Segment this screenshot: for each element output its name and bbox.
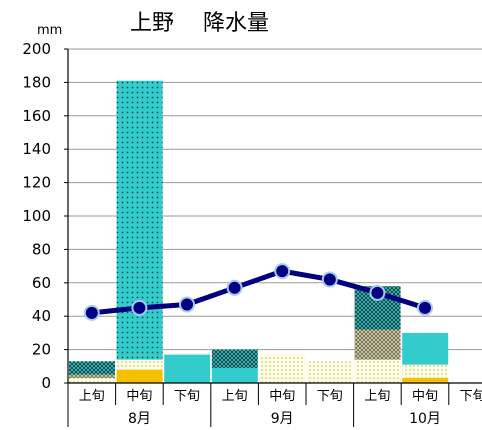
bar-segment [116, 359, 163, 370]
y-tick-label: 140 [22, 140, 51, 158]
month-label: 10月 [409, 411, 441, 427]
bar-segment [259, 354, 306, 383]
average-line-point [369, 284, 386, 301]
y-tick-label: 120 [22, 174, 51, 192]
bar-segment [164, 354, 211, 383]
month-label: 8月 [128, 411, 151, 427]
chart-title: 上野 降水量 [130, 11, 269, 36]
bar-segment [69, 361, 115, 375]
y-tick-label: 0 [41, 374, 51, 392]
month-label: 9月 [271, 411, 294, 427]
bar-segment [116, 80, 163, 360]
y-tick-label: 20 [32, 341, 51, 359]
bar-segment [354, 359, 401, 383]
axes [64, 48, 482, 384]
y-axis-unit: mm [37, 23, 62, 38]
y-tick-label: 180 [22, 73, 51, 91]
y-tick-label: 60 [32, 274, 51, 292]
y-tick-label: 160 [22, 107, 51, 125]
bar-segment [402, 332, 449, 365]
y-tick-label: 100 [22, 207, 51, 225]
average-line-point [179, 296, 195, 313]
average-line-point [321, 271, 338, 288]
bar-segment [211, 349, 258, 368]
x-tick-label: 下旬 [174, 389, 200, 404]
x-tick-label: 中旬 [126, 389, 152, 404]
x-tick-label: 下旬 [460, 389, 482, 404]
average-line-point [274, 263, 291, 280]
bar-segment [402, 377, 449, 383]
bar-segment [354, 329, 401, 360]
bar-segment [402, 364, 449, 378]
x-tick-label: 中旬 [269, 389, 295, 404]
average-line-point [417, 299, 433, 316]
x-axis-table: 上旬 中旬 下旬 上旬 中旬 下旬 上旬 中旬 下旬 8月 9月 10月 [67, 383, 482, 427]
bar-segment [69, 374, 115, 378]
x-tick-label: 下旬 [317, 389, 343, 404]
x-tick-label: 上旬 [79, 389, 105, 404]
bars [69, 80, 449, 383]
average-line [83, 263, 433, 321]
bar-segment [211, 367, 258, 383]
y-tick-label: 200 [22, 40, 51, 58]
x-tick-label: 上旬 [364, 389, 390, 404]
average-line-point [131, 299, 148, 316]
average-line-point [83, 304, 100, 321]
bar-segment [116, 369, 163, 383]
bar-segment [307, 361, 353, 383]
y-tick-label: 40 [32, 307, 51, 325]
x-tick-label: 中旬 [412, 389, 438, 404]
y-tick-label: 80 [32, 240, 51, 258]
average-line-point [226, 279, 243, 296]
y-axis-ticks: 0 20 40 60 80 100 120 140 160 180 200 [22, 40, 51, 392]
x-tick-label: 上旬 [222, 389, 248, 404]
bar-segment [69, 377, 115, 383]
